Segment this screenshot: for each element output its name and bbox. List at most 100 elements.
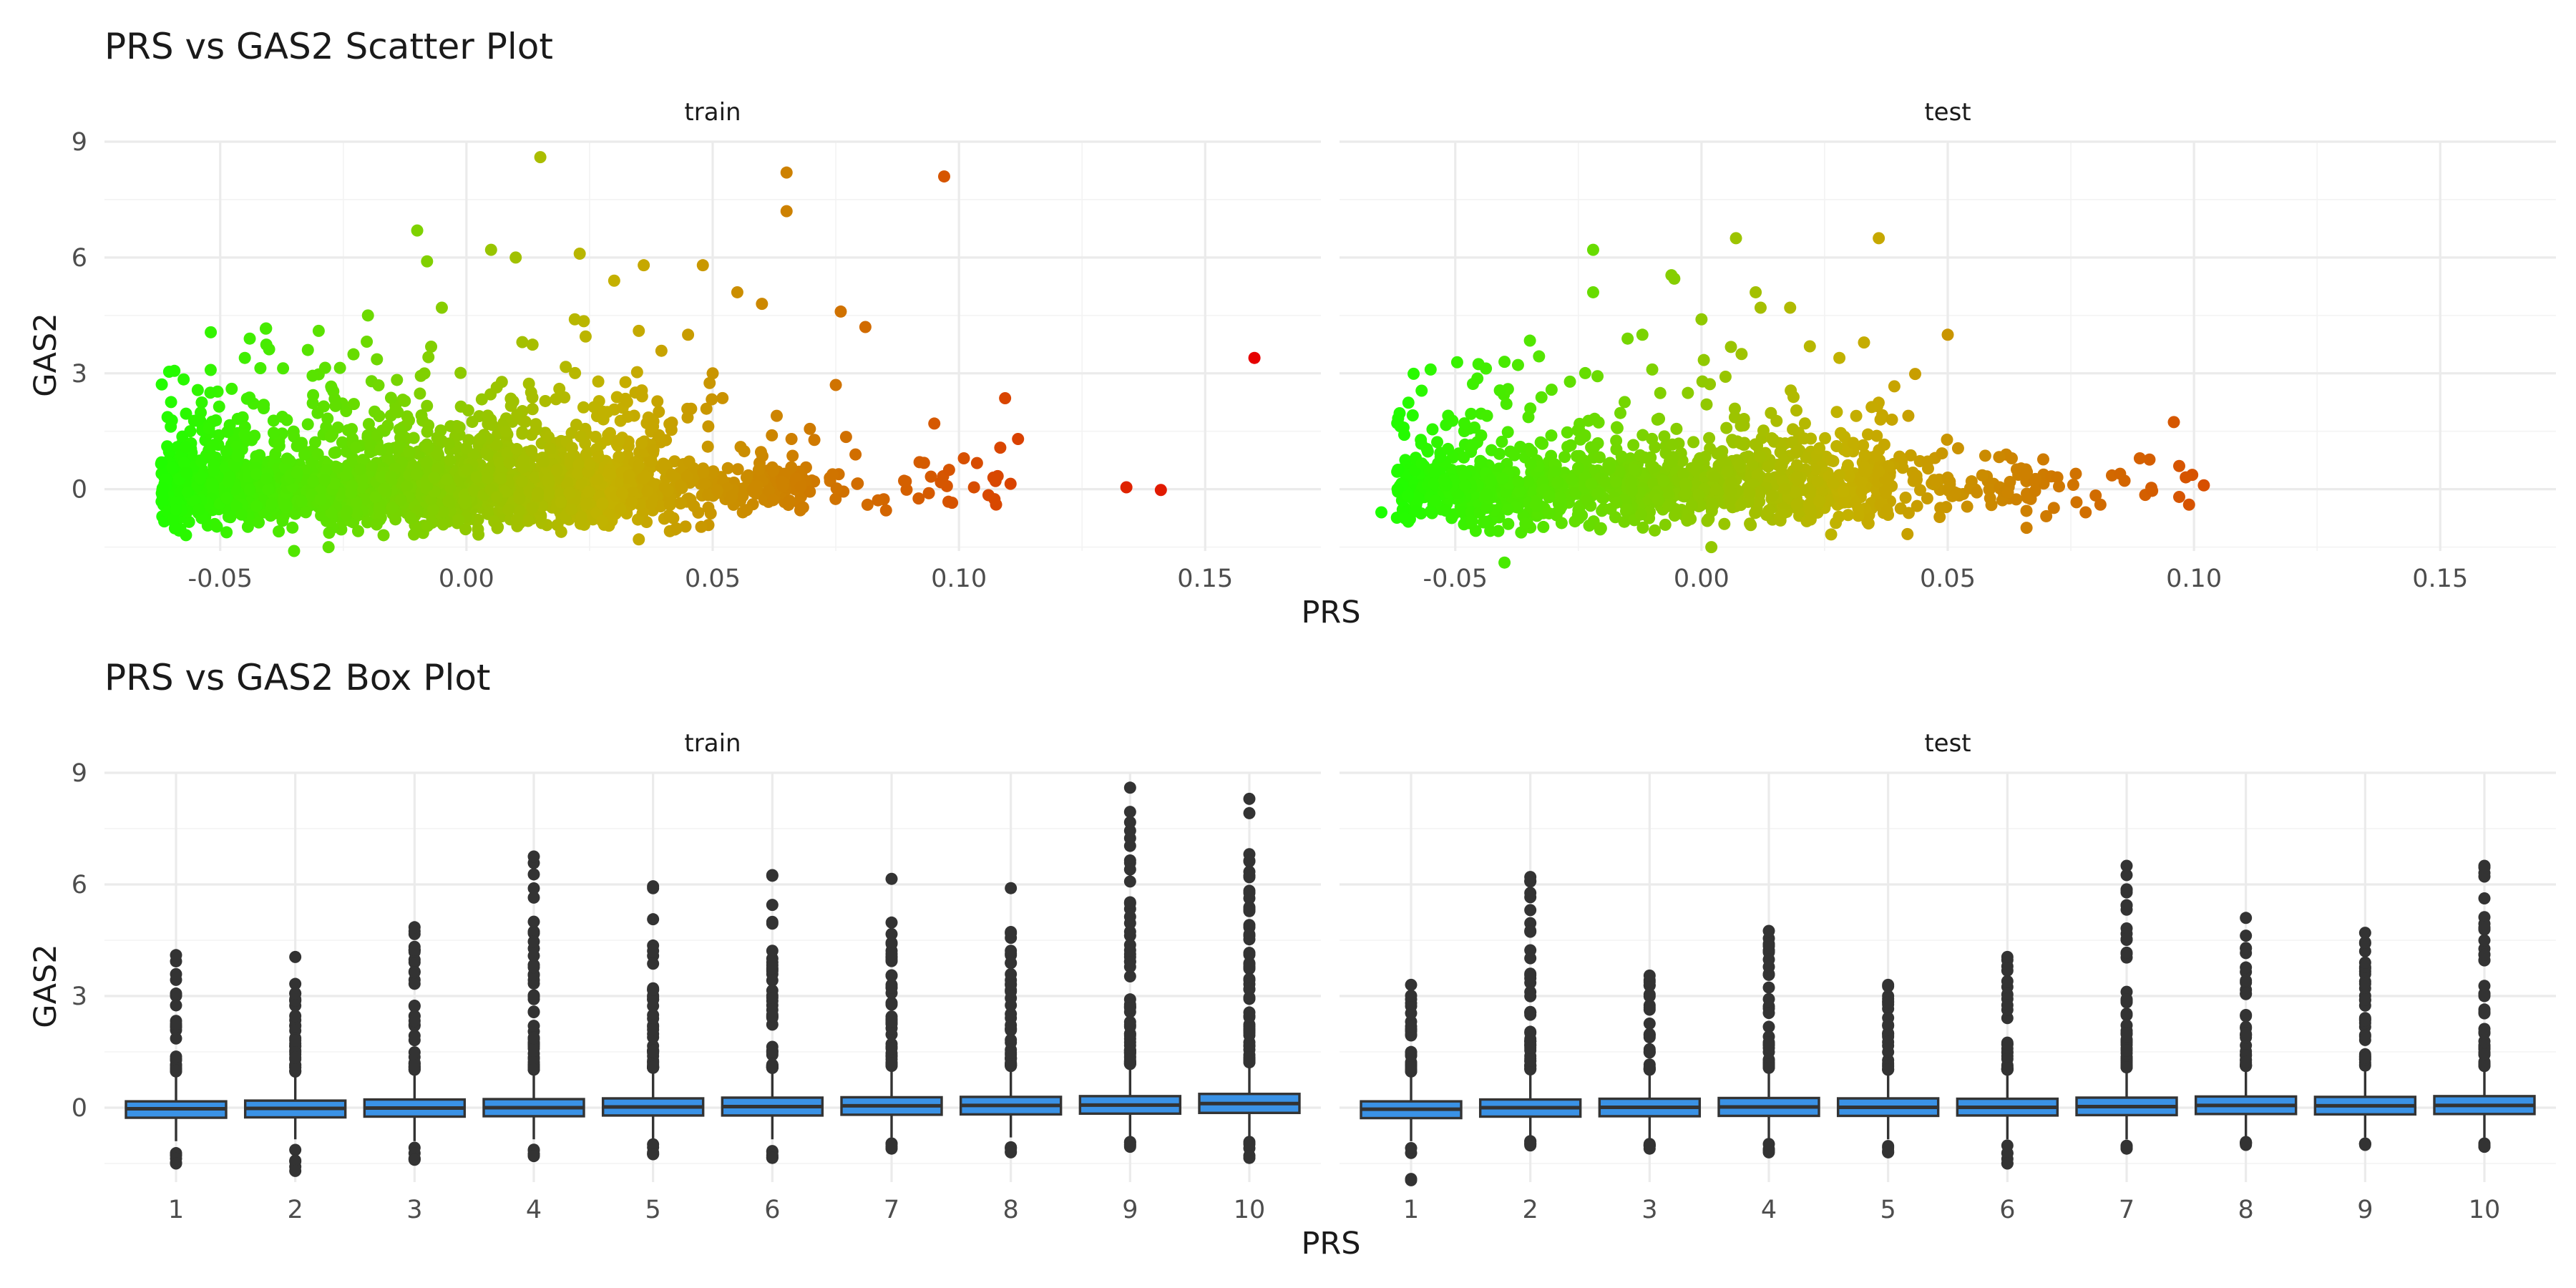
y-tick-label: 0: [72, 476, 87, 504]
scatter-point: [2079, 506, 2092, 519]
scatter-point: [1775, 508, 1788, 521]
scatter-point: [253, 516, 265, 529]
box-outlier: [2120, 1061, 2133, 1074]
scatter-point: [375, 471, 388, 484]
scatter-point: [794, 480, 807, 493]
scatter-point: [924, 470, 937, 483]
box-outlier: [885, 872, 898, 885]
x-tick-label: 0.05: [1920, 565, 1976, 593]
box-outlier: [766, 915, 779, 928]
scatter-point: [1811, 475, 1824, 488]
scatter-point: [167, 512, 180, 525]
scatter-point: [1908, 368, 1921, 381]
scatter-point: [913, 456, 926, 469]
scatter-point: [1803, 340, 1816, 353]
scatter-point: [180, 529, 192, 542]
scatter-point: [1921, 492, 1933, 505]
scatter-point: [1941, 328, 1954, 341]
scatter-point: [706, 393, 718, 406]
scatter-point: [1420, 442, 1433, 455]
scatter-point: [221, 426, 234, 439]
scatter-point: [354, 463, 367, 476]
scatter-point: [322, 541, 335, 554]
scatter-point: [776, 475, 789, 488]
scatter-point: [1754, 450, 1767, 463]
box-outlier: [885, 998, 898, 1011]
scatter-point: [2089, 489, 2102, 502]
box-outlier: [527, 1032, 540, 1045]
box-outlier: [1643, 1028, 1656, 1040]
scatter-point: [421, 519, 434, 532]
scatter-point: [1465, 506, 1478, 519]
scatter-point: [1571, 462, 1584, 474]
box-outlier: [2001, 1139, 2014, 1152]
scatter-point: [516, 426, 529, 439]
box-outlier: [2240, 1138, 2253, 1151]
scatter-point: [619, 376, 632, 389]
box-outlier: [1524, 977, 1537, 990]
scatter-point: [653, 429, 665, 441]
scatter-point: [435, 301, 448, 314]
scatter-point: [1651, 413, 1664, 426]
scatter-point: [1677, 467, 1690, 480]
box-outlier: [1882, 996, 1895, 1009]
scatter-point: [589, 430, 602, 443]
scatter-point: [299, 506, 312, 519]
scatter-point: [1757, 424, 1770, 437]
scatter-point: [210, 414, 223, 426]
scatter-point: [826, 468, 839, 481]
boxplot-marks-train: [125, 781, 1301, 1177]
box-outlier: [408, 1000, 421, 1013]
scatter-point: [1569, 486, 1582, 499]
scatter-point: [418, 367, 431, 380]
scatter-point: [1787, 391, 1800, 404]
scatter-point: [2020, 522, 2033, 535]
scatter-point: [647, 444, 660, 457]
scatter-section: PRS vs GAS2 Scatter Plot train test 0369…: [28, 26, 2556, 630]
boxplot-strip-train: train: [684, 729, 741, 758]
scatter-point: [195, 455, 208, 468]
scatter-point: [1692, 488, 1705, 501]
box-outlier: [1123, 1020, 1136, 1033]
scatter-point: [204, 364, 217, 376]
scatter-point: [645, 497, 658, 510]
scatter-point: [1685, 499, 1698, 512]
scatter-point: [1670, 422, 1683, 435]
scatter-point: [328, 392, 341, 405]
scatter-point: [879, 504, 892, 517]
box-outlier: [1243, 982, 1256, 995]
scatter-point: [391, 374, 404, 386]
box-outlier: [527, 1063, 540, 1076]
scatter-point: [348, 398, 361, 411]
scatter-point: [318, 361, 331, 374]
box-outlier: [2358, 977, 2371, 990]
scatter-point: [509, 251, 522, 264]
scatter-point: [1543, 489, 1556, 502]
scatter-point: [1535, 391, 1548, 404]
box-outlier: [1123, 925, 1136, 938]
scatter-point: [1697, 353, 1710, 366]
box-outlier: [1005, 1146, 1018, 1158]
scatter-point: [1754, 301, 1767, 314]
scatter-point: [1484, 525, 1497, 537]
scatter-point: [1913, 484, 1926, 497]
scatter-point: [526, 502, 539, 514]
scatter-point: [291, 467, 303, 479]
box-outlier: [1762, 1020, 1775, 1033]
scatter-point: [2180, 471, 2192, 484]
scatter-point: [1830, 439, 1843, 452]
scatter-point: [804, 422, 816, 435]
scatter-point: [341, 424, 354, 436]
scatter-point: [328, 447, 341, 459]
scatter-point: [1442, 409, 1455, 422]
scatter-point: [565, 441, 578, 454]
box-outlier: [1243, 854, 1256, 867]
box-outlier: [1643, 969, 1656, 982]
box-outlier: [1123, 1001, 1136, 1014]
scatter-point: [1936, 447, 1948, 460]
scatter-point: [260, 338, 273, 351]
scatter-point: [2004, 475, 2016, 488]
scatter-point: [359, 493, 372, 506]
scatter-point: [420, 457, 433, 469]
box-outlier: [2001, 975, 2014, 987]
